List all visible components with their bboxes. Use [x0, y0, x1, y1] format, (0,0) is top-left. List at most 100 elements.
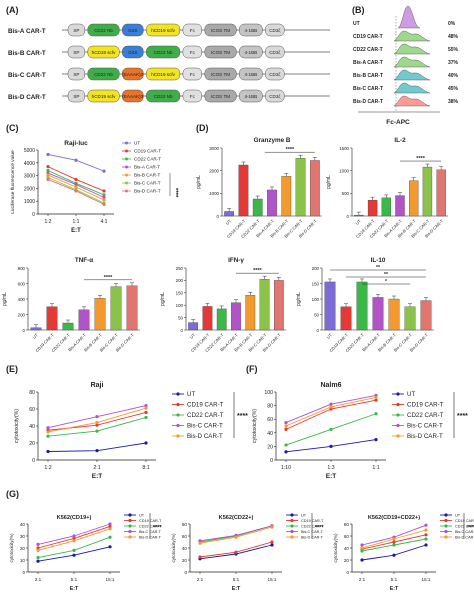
y-tick-label: 400 [18, 297, 26, 302]
y-axis-label: Luciferase fluorescence value [10, 150, 16, 214]
legend-label: CD19 CAR-T [139, 519, 162, 523]
x-axis-label: Fc-APC [386, 119, 410, 126]
bar [245, 295, 256, 331]
legend-marker [128, 513, 132, 517]
y-tick-label: 150 [176, 291, 184, 296]
bar [404, 306, 416, 331]
y-tick-label: 5000 [24, 148, 35, 154]
y-tick-label: 0 [22, 570, 25, 575]
x-tick-label: UT [225, 218, 233, 226]
panel-letter: (D) [196, 123, 209, 133]
histogram-label: Bis-D CAR-T [353, 99, 383, 105]
y-tick-label: 60 [267, 417, 273, 423]
data-point [46, 173, 50, 177]
legend-marker [290, 513, 294, 517]
construct-domain [265, 67, 285, 81]
x-tick-label: 2:1 [359, 577, 366, 582]
y-tick-label: 800 [18, 266, 26, 271]
chart-title: Granzyme B [254, 137, 291, 144]
legend-label: Bis-D CAR-T [455, 535, 474, 539]
data-point [284, 427, 288, 431]
construct-domain [265, 45, 285, 59]
x-axis-label: E:T [390, 586, 399, 592]
data-point [95, 423, 99, 427]
y-tick-label: 0 [217, 214, 220, 219]
bar [324, 281, 336, 331]
construct-domain [87, 89, 120, 103]
data-point [360, 558, 364, 562]
data-point [270, 540, 274, 544]
data-point [46, 168, 50, 173]
construct-domain-label: (EAAAK)3 [122, 94, 143, 99]
sig-label: **** [315, 525, 324, 531]
y-tick-label: 2000 [24, 186, 35, 192]
x-tick-label: 15:1 [422, 577, 431, 582]
data-point [46, 434, 50, 438]
histogram-percent: 45% [448, 86, 459, 92]
legend-marker [396, 413, 400, 417]
panel-letter: (B) [352, 5, 365, 15]
histogram-curve [393, 82, 431, 94]
y-tick-label: 20 [182, 558, 188, 563]
data-point [72, 548, 76, 553]
chart-title: K562(CD22+) [219, 515, 254, 521]
legend-label: Bis-C CAR-T [407, 423, 443, 430]
x-tick-label: UT [354, 218, 362, 226]
legend-label: CD22 CAR-T [301, 524, 324, 528]
construct-domain [146, 89, 181, 103]
y-tick-label: 600 [18, 281, 26, 286]
x-axis-label: E:T [92, 473, 103, 480]
histogram-label: UT [353, 21, 360, 27]
x-tick-label: 8:1 [142, 465, 149, 471]
x-tick-label: 15:1 [268, 577, 277, 582]
construct-domain [204, 45, 237, 59]
sig-label: **** [416, 156, 425, 162]
sig-label: **** [153, 525, 162, 531]
construct-domain [239, 23, 263, 37]
construct-domain-label: Fc [190, 28, 196, 33]
construct-domain-label: CD3ζ [269, 94, 280, 100]
data-point [108, 524, 112, 529]
y-tick-label: 150 [312, 281, 320, 286]
y-tick-label: 10 [20, 558, 26, 563]
sig-label: **** [172, 188, 178, 198]
construct-domain [182, 67, 203, 81]
chart-title: IFN-γ [228, 257, 244, 264]
y-axis-label: cytotoxicity(%) [333, 533, 338, 563]
bar [356, 281, 368, 331]
legend-label: Bis-C CAR-T [301, 530, 324, 534]
legend-marker [128, 518, 132, 523]
construct-domain [67, 89, 86, 103]
legend-label: Bis-C CAR-T [455, 530, 474, 534]
construct-domain-label: Fc [190, 94, 196, 99]
series-line [47, 417, 147, 437]
legend-marker [125, 173, 128, 177]
chart-title: K562(CD19+) [57, 515, 92, 521]
y-tick-label: 2000 [209, 168, 219, 173]
histogram-curve [393, 95, 431, 107]
construct-name: Bis-C CAR-T [8, 72, 46, 79]
bar [259, 279, 270, 331]
legend-marker [290, 518, 294, 523]
x-tick-label: UT [32, 332, 40, 340]
data-point [284, 424, 288, 428]
data-point [36, 546, 40, 550]
construct-domain-label: SP [73, 72, 79, 77]
legend-marker [125, 141, 128, 145]
y-tick-label: 20 [29, 441, 35, 447]
legend-marker [125, 189, 128, 193]
legend-marker [396, 423, 400, 428]
construct-domain [239, 89, 263, 103]
legend-marker [396, 434, 400, 438]
y-tick-label: 20 [20, 546, 26, 551]
data-point [144, 404, 148, 408]
construct-domain [265, 23, 285, 37]
y-tick-label: 500 [342, 191, 350, 196]
legend-marker [396, 392, 400, 396]
y-tick-label: 200 [312, 266, 320, 271]
bar [436, 169, 446, 217]
construct-domain-label: ICOS TM [211, 94, 230, 99]
